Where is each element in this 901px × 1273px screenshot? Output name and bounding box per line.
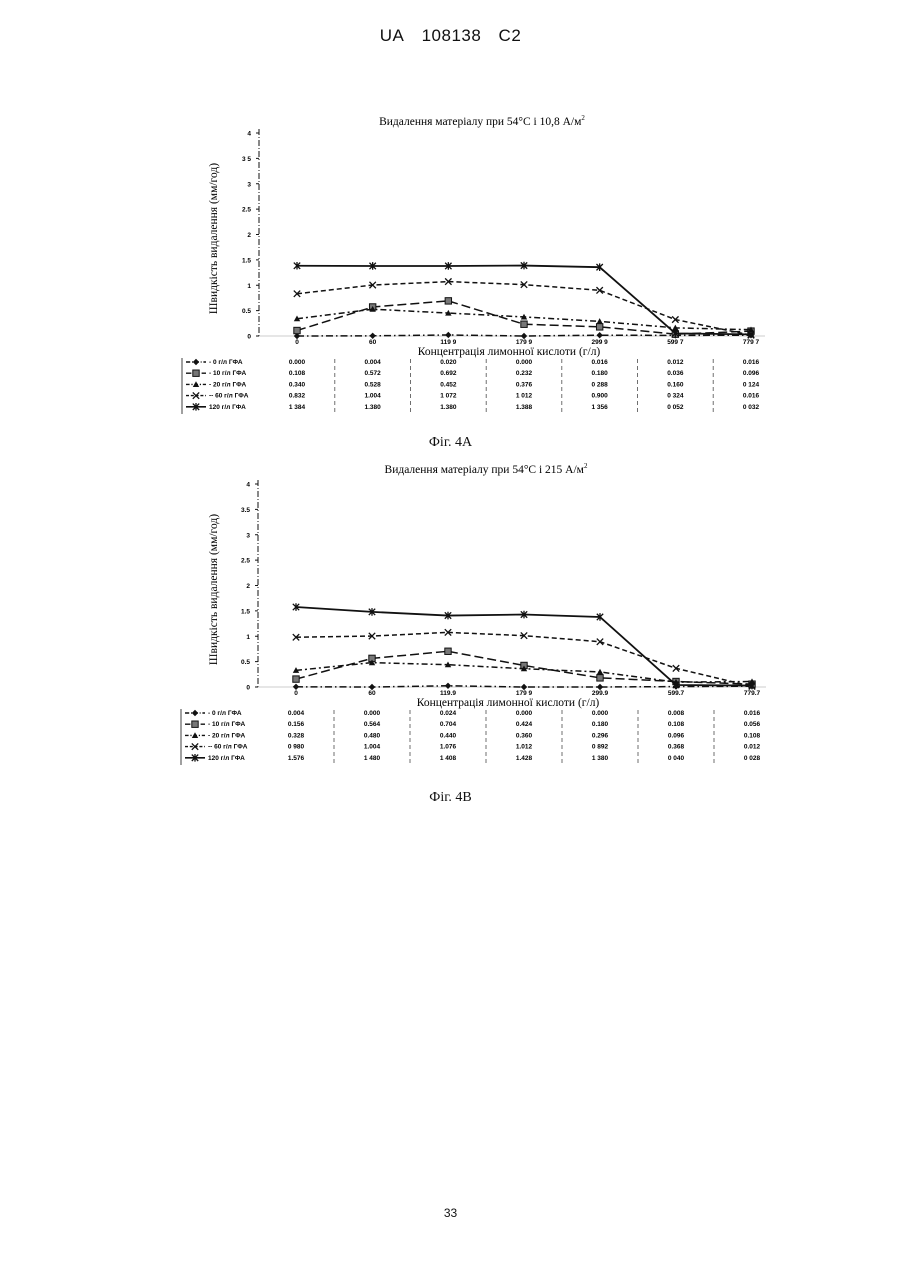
- y-tick-label: 2: [246, 583, 250, 590]
- table-cell: 0.480: [364, 732, 381, 739]
- y-tick-label: 0: [246, 685, 250, 692]
- chart-title-text: Видалення матеріалу при 54°C і 215 А/м: [385, 464, 585, 476]
- x-tick-label: 779.7: [744, 690, 761, 697]
- y-tick-label: 1.5: [241, 608, 250, 615]
- x-tick-label: 0: [294, 690, 298, 697]
- legend-label: - 0 г/л ГФА: [208, 710, 242, 717]
- table-cell: 0.000: [516, 710, 533, 717]
- table-cell: 0.000: [364, 710, 381, 717]
- table-cell: 0.056: [744, 721, 761, 728]
- chart-title: Видалення матеріалу при 54°C і 215 А/м2: [385, 462, 588, 476]
- x-tick-label: 179 9: [516, 690, 533, 697]
- table-cell: 1.012: [516, 744, 533, 751]
- data-point: [293, 676, 299, 682]
- table-cell: 0.024: [440, 710, 457, 717]
- legend-marker: [192, 732, 198, 738]
- table-cell: 0.000: [592, 710, 609, 717]
- table-cell: 0 980: [288, 744, 305, 751]
- table-cell: 0.016: [744, 710, 761, 717]
- table-cell: 1 408: [440, 755, 457, 762]
- table-cell: 0 028: [744, 755, 761, 762]
- table-cell: 0.096: [668, 732, 685, 739]
- x-tick-label: 299.9: [592, 690, 609, 697]
- table-cell: 0.008: [668, 710, 685, 717]
- chart-title-superscript: 2: [584, 462, 588, 470]
- series-4: [293, 603, 755, 689]
- table-cell: 0.156: [288, 721, 305, 728]
- table-cell: 0.012: [744, 744, 761, 751]
- table-cell: 0.564: [364, 721, 381, 728]
- y-axis-label: Швидкість видалення (мм/год): [208, 514, 220, 665]
- table-cell: 0.180: [592, 721, 609, 728]
- table-cell: 1.076: [440, 744, 457, 751]
- legend-marker: [192, 721, 198, 727]
- data-point: [445, 648, 451, 654]
- table-cell: 0.004: [288, 710, 305, 717]
- legend-label: 120 г/л ГФА: [208, 755, 245, 762]
- x-tick-label: 60: [368, 690, 376, 697]
- data-point: [597, 675, 603, 681]
- legend-label: - 20 г/л ГФА: [208, 732, 246, 739]
- y-tick-label: 2.5: [241, 558, 250, 565]
- series-0: [293, 683, 755, 691]
- data-point: [597, 669, 603, 675]
- figure-4b-caption: Фіг. 4В: [0, 790, 901, 806]
- legend-key: [185, 732, 205, 738]
- series-line: [296, 632, 752, 686]
- y-tick-label: 0.5: [241, 659, 250, 666]
- series-3: [293, 629, 755, 689]
- table-cell: 1.004: [364, 744, 381, 751]
- table-cell: 0.328: [288, 732, 305, 739]
- y-tick-label: 1: [246, 634, 250, 641]
- legend-key: [185, 721, 205, 727]
- table-cell: 0.424: [516, 721, 533, 728]
- table-cell: 1.428: [516, 755, 533, 762]
- x-tick-label: 599.7: [668, 690, 685, 697]
- table-cell: 0 040: [668, 755, 685, 762]
- table-cell: 0.440: [440, 732, 457, 739]
- table-cell: 1 380: [592, 755, 609, 762]
- table-cell: 0 892: [592, 744, 609, 751]
- y-tick-label: 3: [246, 532, 250, 539]
- table-cell: 0.360: [516, 732, 533, 739]
- table-cell: 0.108: [744, 732, 761, 739]
- table-cell: 0.368: [668, 744, 685, 751]
- x-tick-label: 119.9: [440, 690, 456, 697]
- legend-key: [185, 710, 205, 716]
- legend-label: -- 60 г/л ГФА: [208, 744, 248, 751]
- legend-marker: [192, 710, 198, 716]
- table-cell: 0.296: [592, 732, 609, 739]
- y-tick-label: 4: [246, 482, 250, 489]
- table-cell: 0.108: [668, 721, 685, 728]
- legend-label: - 10 г/л ГФА: [208, 721, 246, 728]
- figure-4b: Видалення матеріалу при 54°C і 215 А/м20…: [0, 0, 901, 800]
- table-cell: 1.576: [288, 755, 305, 762]
- x-axis-label: Концентрація лимонної кислоти (г/л): [417, 697, 600, 709]
- y-tick-label: 3.5: [241, 507, 250, 514]
- legend-key: [185, 743, 205, 749]
- legend-key: [185, 754, 205, 762]
- table-cell: 0.704: [440, 721, 457, 728]
- chart-4b: Видалення матеріалу при 54°C і 215 А/м20…: [0, 0, 901, 800]
- table-cell: 1 480: [364, 755, 381, 762]
- series-line: [296, 607, 752, 686]
- data-point: [445, 683, 451, 689]
- page-number: 33: [0, 1206, 901, 1220]
